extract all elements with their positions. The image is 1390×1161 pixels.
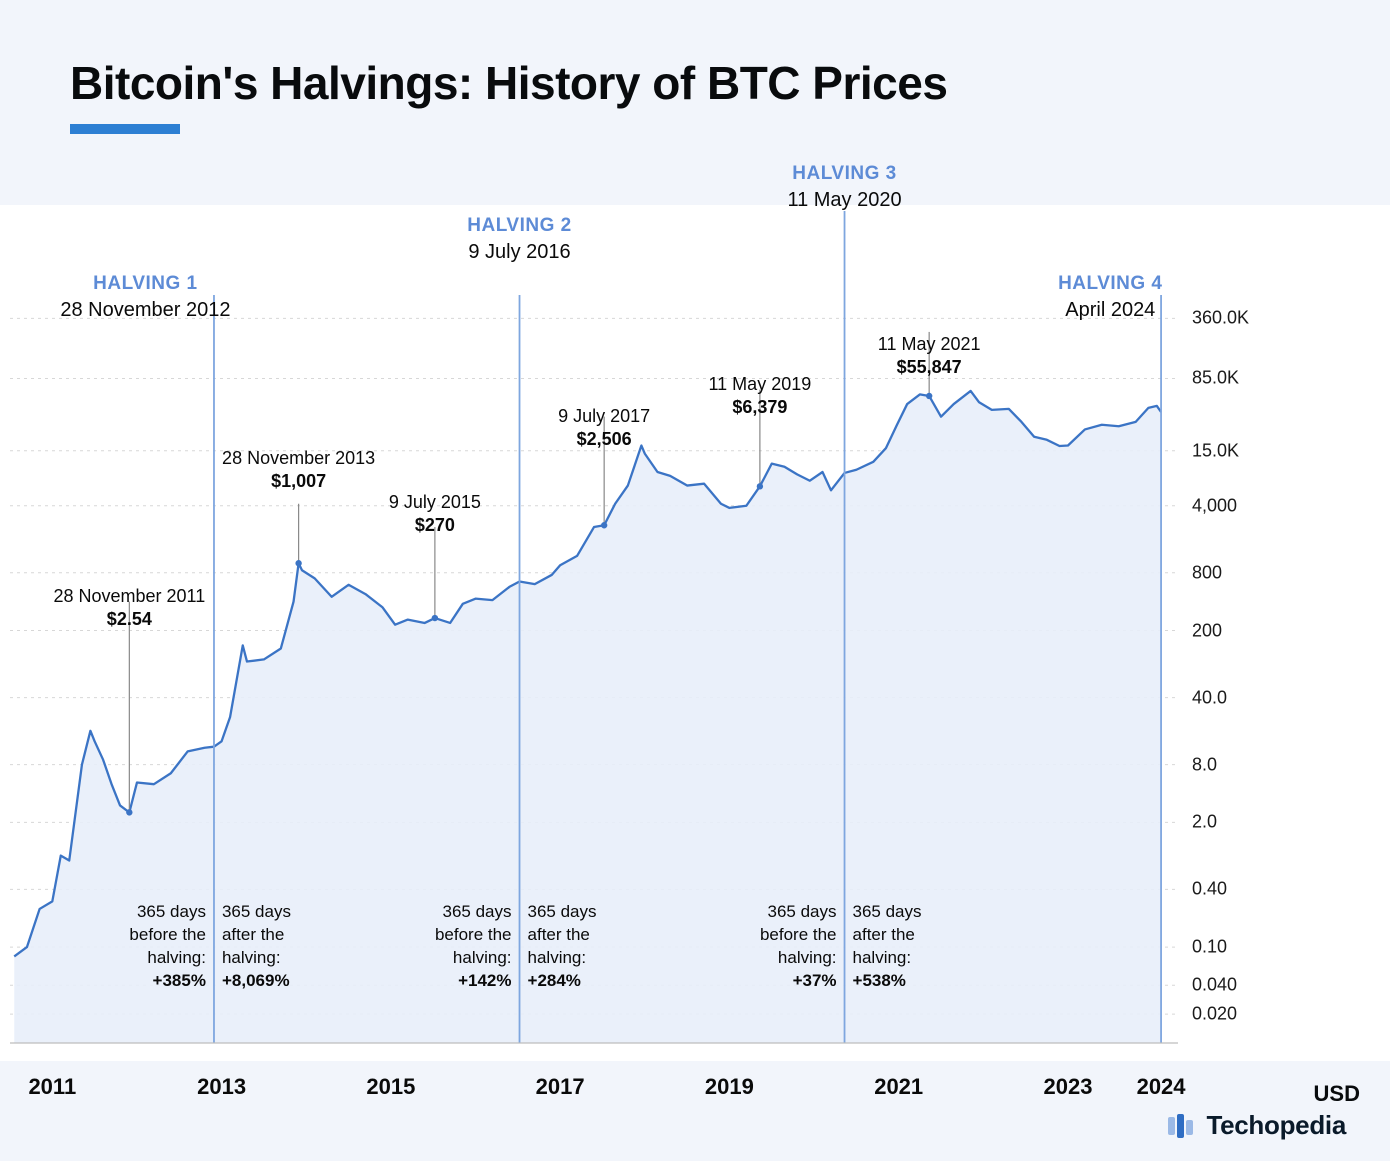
callout-value: $1,007 <box>222 470 375 493</box>
halving-date: 28 November 2012 <box>60 297 230 324</box>
price-callout: 11 May 2021$55,847 <box>878 333 981 380</box>
chart-header: Bitcoin's Halvings: History of BTC Price… <box>0 0 1390 134</box>
halving-name: HALVING 2 <box>467 213 571 239</box>
branding: Techopedia <box>1166 1110 1346 1141</box>
pct-before-label: 365 daysbefore thehalving:+385% <box>129 901 206 993</box>
chart-area <box>0 205 1390 1061</box>
halving-label: HALVING 311 May 2020 <box>787 161 901 214</box>
callout-date: 28 November 2013 <box>222 447 375 470</box>
halving-name: HALVING 3 <box>787 161 901 187</box>
halving-date: April 2024 <box>1058 297 1162 324</box>
halving-label: HALVING 29 July 2016 <box>467 213 571 266</box>
price-callout: 9 July 2017$2,506 <box>558 405 650 452</box>
x-tick-label: 2011 <box>28 1074 76 1100</box>
halving-date: 9 July 2016 <box>467 239 571 266</box>
x-tick-label: 2017 <box>536 1074 585 1100</box>
pct-after-label: 365 daysafter thehalving:+284% <box>528 901 597 993</box>
brand-name: Techopedia <box>1206 1110 1346 1141</box>
price-callout: 9 July 2015$270 <box>389 491 481 538</box>
price-callout: 28 November 2013$1,007 <box>222 447 375 494</box>
y-axis-unit: USD <box>1314 1081 1360 1107</box>
pct-before-label: 365 daysbefore thehalving:+142% <box>435 901 512 993</box>
x-tick-label: 2023 <box>1043 1074 1092 1100</box>
callout-date: 28 November 2011 <box>53 585 205 608</box>
brand-logo-icon <box>1166 1111 1196 1141</box>
pct-after-label: 365 daysafter thehalving:+538% <box>853 901 922 993</box>
callout-value: $2,506 <box>558 428 650 451</box>
x-tick-label: 2015 <box>366 1074 415 1100</box>
chart-svg <box>0 205 1390 1061</box>
callout-date: 9 July 2015 <box>389 491 481 514</box>
title-accent-bar <box>70 124 180 134</box>
callout-date: 11 May 2021 <box>878 333 981 356</box>
x-tick-label: 2013 <box>197 1074 246 1100</box>
halving-label: HALVING 128 November 2012 <box>60 271 230 324</box>
x-tick-label: 2024 <box>1137 1074 1186 1100</box>
chart-title: Bitcoin's Halvings: History of BTC Price… <box>70 56 1320 110</box>
callout-date: 9 July 2017 <box>558 405 650 428</box>
callout-value: $2.54 <box>53 608 205 631</box>
price-callout: 28 November 2011$2.54 <box>53 585 205 632</box>
price-callout: 11 May 2019$6,379 <box>709 373 812 420</box>
pct-after-label: 365 daysafter thehalving:+8,069% <box>222 901 291 993</box>
callout-value: $270 <box>389 514 481 537</box>
page: Bitcoin's Halvings: History of BTC Price… <box>0 0 1390 1161</box>
halving-label: HALVING 4April 2024 <box>1058 271 1162 324</box>
callout-date: 11 May 2019 <box>709 373 812 396</box>
halving-date: 11 May 2020 <box>787 187 901 214</box>
halving-name: HALVING 4 <box>1058 271 1162 297</box>
x-axis-labels: 2011 2013 2015 2017 2019 2021 2023 2024 <box>0 1074 1390 1104</box>
halving-name: HALVING 1 <box>60 271 230 297</box>
x-tick-label: 2021 <box>874 1074 923 1100</box>
callout-value: $55,847 <box>878 356 981 379</box>
pct-before-label: 365 daysbefore thehalving:+37% <box>760 901 837 993</box>
callout-value: $6,379 <box>709 396 812 419</box>
x-tick-label: 2019 <box>705 1074 754 1100</box>
